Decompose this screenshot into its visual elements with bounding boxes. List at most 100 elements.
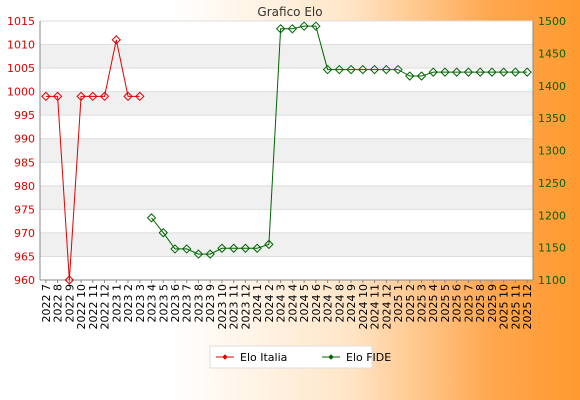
grid-lines	[40, 20, 533, 281]
legend-marker	[222, 354, 228, 360]
data-point	[451, 67, 462, 77]
series-elo-italia	[41, 35, 145, 285]
data-point	[510, 67, 521, 77]
data-point	[158, 228, 168, 238]
x-tick-label: 2023 9	[204, 284, 217, 323]
x-tick-label: 2024 6	[310, 284, 323, 323]
grid-band	[40, 138, 533, 163]
x-tick-label: 2022 8	[52, 284, 65, 323]
x-tick-label: 2024 4	[286, 284, 299, 323]
x-tick-label: 2025 8	[474, 284, 487, 323]
x-tick-label: 2024 1	[251, 284, 264, 323]
right-tick-label: 1150	[538, 242, 566, 255]
right-tick-label: 1400	[538, 80, 566, 93]
data-point	[217, 243, 227, 253]
data-point	[275, 24, 286, 34]
left-y-axis: 960 965 970 975 980 985 990 995 1000 1005 1010 1015	[7, 15, 41, 287]
legend: Elo Italia Elo FIDE	[209, 345, 391, 369]
data-point	[135, 91, 145, 102]
left-tick-label: 965	[14, 250, 35, 263]
left-tick-label: 960	[14, 274, 35, 287]
x-tick-label: 2022 9	[63, 284, 76, 323]
x-tick-label: 2025 10	[498, 284, 511, 330]
data-point	[228, 243, 239, 253]
data-point	[311, 21, 321, 31]
left-tick-label: 980	[14, 180, 35, 193]
data-point	[264, 239, 274, 250]
legend-label: Elo FIDE	[346, 351, 391, 364]
x-tick-label: 2025 2	[404, 284, 417, 323]
x-tick-label: 2023 12	[239, 284, 252, 330]
x-tick-label: 2022 7	[40, 284, 53, 323]
left-tick-label: 990	[14, 133, 35, 146]
x-tick-label: 2023 8	[192, 284, 205, 323]
x-tick-label: 2023 1	[110, 284, 123, 323]
x-tick-label: 2024 5	[298, 284, 311, 323]
left-tick-label: 975	[14, 203, 35, 216]
data-point	[358, 64, 368, 75]
left-tick-label: 1010	[7, 39, 35, 52]
x-tick-label: 2024 10	[357, 284, 370, 330]
x-tick-label: 2023 7	[181, 284, 194, 323]
data-point	[322, 64, 333, 75]
x-tick-label: 2023 2	[122, 284, 135, 323]
data-point	[205, 249, 215, 259]
grid-band	[40, 44, 533, 69]
x-tick-label: 2025 1	[392, 284, 405, 323]
x-tick-label: 2023 6	[169, 284, 182, 323]
right-tick-label: 1350	[538, 112, 566, 125]
data-point	[522, 67, 532, 77]
left-tick-label: 1015	[7, 15, 35, 28]
x-tick-label: 2025 5	[439, 284, 452, 323]
x-tick-label: 2025 3	[415, 284, 428, 323]
right-tick-label: 1200	[538, 209, 566, 222]
data-point	[428, 67, 438, 77]
data-point	[475, 67, 485, 77]
data-point	[252, 243, 262, 253]
grid-band	[40, 91, 533, 116]
right-y-axis: 1100 1150 1200 1250 1300 1350 1400 1450 1500	[532, 15, 566, 287]
data-point	[487, 67, 497, 77]
data-point	[416, 71, 427, 81]
x-tick-label: 2023 4	[146, 284, 159, 323]
x-tick-label: 2025 7	[462, 284, 475, 323]
x-tick-label: 2024 9	[345, 284, 358, 323]
left-tick-label: 985	[14, 156, 35, 169]
series-elo-fide	[146, 21, 532, 259]
data-point	[52, 91, 63, 102]
data-point	[41, 91, 51, 102]
plot-background	[40, 21, 533, 280]
left-tick-label: 1005	[7, 62, 35, 75]
data-point	[64, 275, 75, 285]
series-line	[45, 39, 140, 281]
x-tick-label: 2024 12	[380, 284, 393, 330]
series-lines	[41, 21, 532, 285]
data-point	[182, 244, 192, 254]
x-tick-label: 2022 12	[99, 284, 112, 330]
x-tick-label: 2022 10	[75, 284, 88, 330]
x-tick-label: 2025 12	[521, 284, 534, 330]
x-tick-label: 2024 11	[369, 284, 382, 330]
right-tick-label: 1300	[538, 145, 566, 158]
data-point	[393, 64, 403, 75]
data-point	[170, 244, 180, 254]
data-point	[381, 64, 391, 75]
x-tick-label: 2023 3	[134, 284, 147, 323]
chart-title: Grafico Elo	[257, 5, 322, 19]
x-tick-label: 2025 6	[451, 284, 464, 323]
data-point	[346, 64, 356, 75]
right-tick-label: 1500	[538, 15, 566, 28]
legend-box	[209, 345, 373, 369]
data-point	[111, 35, 122, 45]
data-point	[334, 64, 345, 75]
data-point	[369, 64, 380, 75]
x-tick-label: 2023 11	[228, 284, 241, 330]
legend-marker	[328, 354, 334, 360]
data-point	[240, 243, 251, 253]
x-tick-label: 2023 5	[157, 284, 170, 323]
data-point	[463, 67, 474, 77]
data-point	[287, 24, 298, 34]
x-tick-label: 2022 11	[87, 284, 100, 330]
